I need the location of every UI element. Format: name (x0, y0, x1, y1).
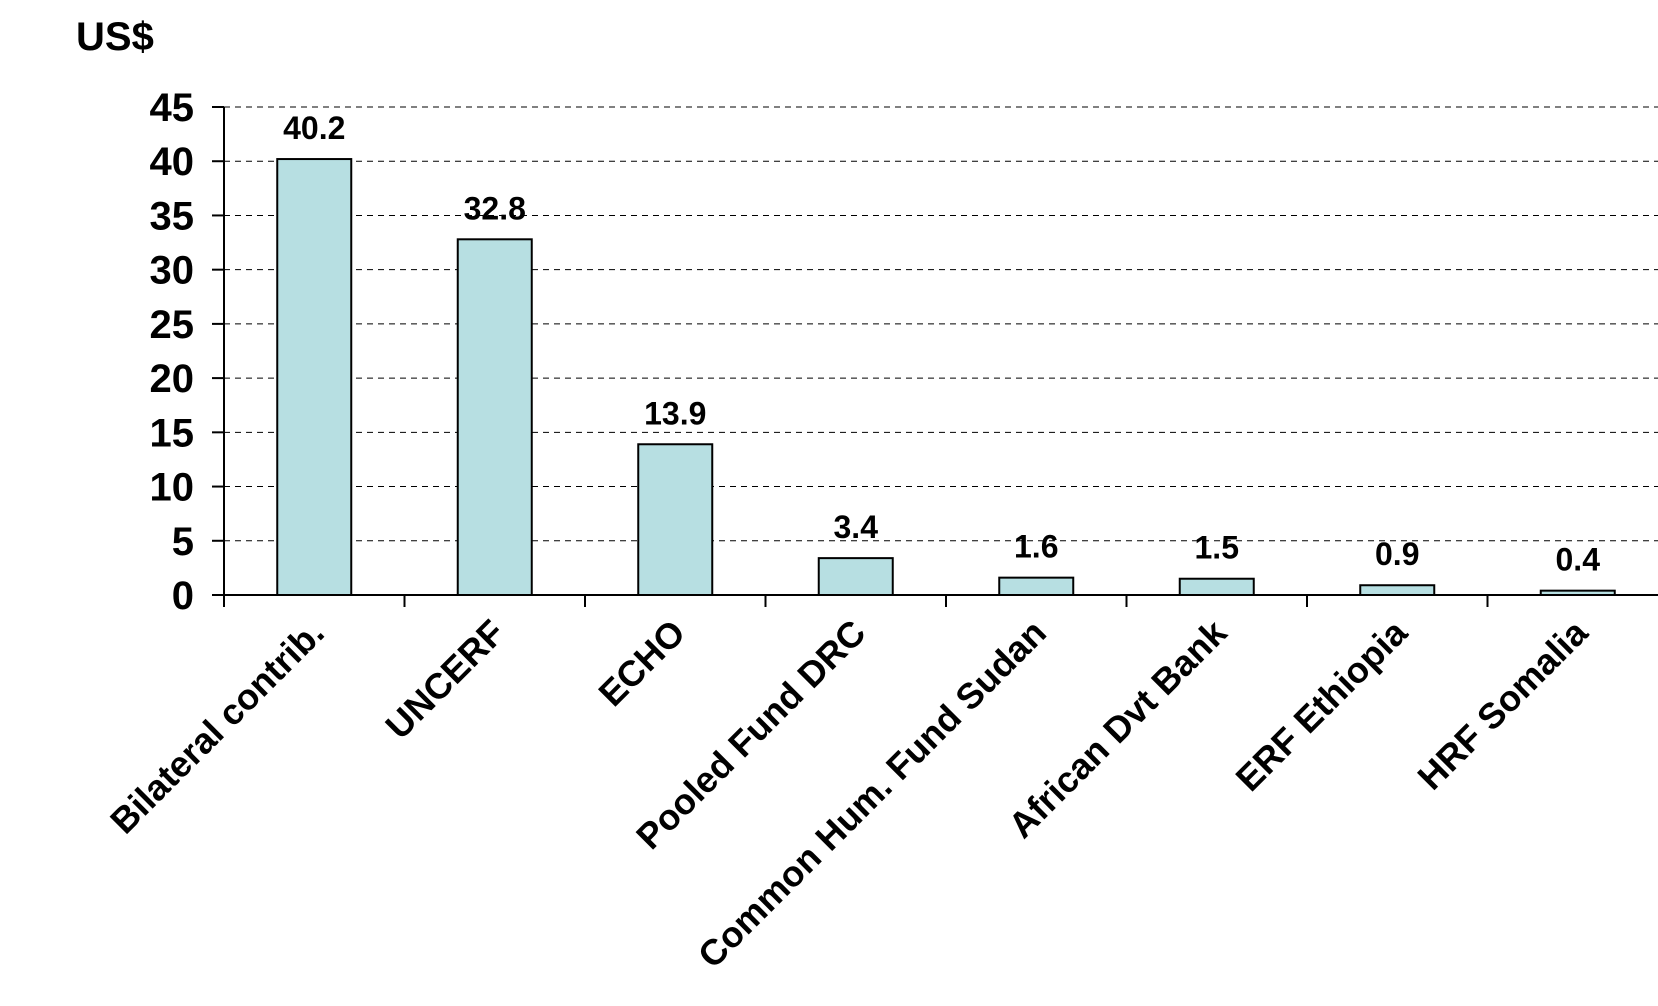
data-label: 40.2 (283, 110, 345, 146)
data-labels: 40.2 32.8 13.9 3.4 1.6 1.5 0.9 0.4 (283, 110, 1600, 578)
bar (1178, 577, 1255, 597)
bar (817, 557, 894, 597)
x-tick-label: ECHO (590, 612, 693, 715)
x-tick-label: Common Hum. Fund Sudan (690, 612, 1054, 976)
data-label: 0.9 (1375, 536, 1419, 572)
y-tick-label: 0 (172, 574, 194, 618)
y-tick-label: 25 (150, 303, 195, 347)
x-tick-label: UNCERF (377, 612, 512, 747)
data-label: 1.6 (1014, 529, 1058, 565)
y-tick-label: 45 (150, 86, 195, 130)
bars (276, 158, 1616, 597)
y-tick-label: 40 (150, 140, 195, 184)
bar (637, 443, 714, 596)
bar (998, 576, 1075, 596)
y-tick-label: 15 (150, 411, 195, 455)
y-axis-ticks: 0 5 10 15 20 25 30 35 40 45 (150, 86, 195, 618)
bar (276, 158, 353, 596)
data-label: 3.4 (834, 509, 879, 545)
x-tick-label: HRF Somalia (1409, 611, 1596, 798)
y-tick-label: 5 (172, 520, 194, 564)
y-tick-label: 35 (150, 194, 195, 238)
y-tick-label: 10 (150, 466, 195, 510)
bar (456, 238, 533, 596)
gridlines (224, 106, 1658, 542)
data-label: 13.9 (644, 395, 706, 431)
data-label: 1.5 (1195, 530, 1239, 566)
data-label: 0.4 (1556, 542, 1601, 578)
x-tick-label: Bilateral contrib. (102, 612, 332, 842)
y-tick-label: 30 (150, 249, 195, 293)
y-axis-unit-label: US$ (76, 15, 154, 59)
y-tick-label: 20 (150, 357, 195, 401)
axes (212, 106, 1658, 607)
data-label: 32.8 (464, 190, 526, 226)
bar (1359, 584, 1436, 596)
x-tick-label: ERF Ethiopia (1228, 611, 1416, 799)
